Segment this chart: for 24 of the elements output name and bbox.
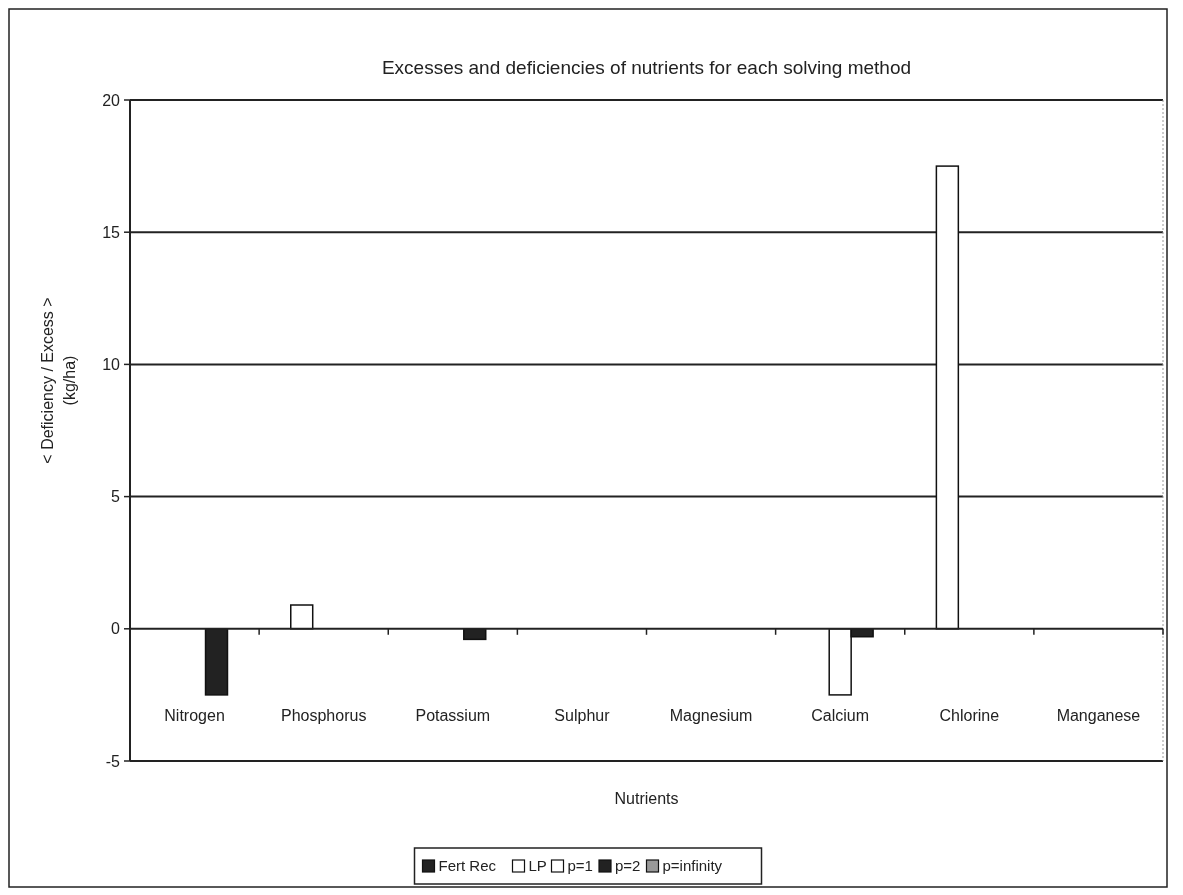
x-tick-label: Magnesium [669,706,753,724]
x-tick-label: Manganese [1056,706,1141,724]
x-tick-label: Chlorine [939,706,1000,724]
x-axis-title: Nutrients [614,790,679,807]
y-tick-label: 0 [111,620,121,638]
x-tick-label: Calcium [811,706,870,724]
legend-label: LP [528,857,547,875]
legend-label: p=2 [615,857,641,875]
x-tick-label: Potassium [415,706,491,724]
chart-title: Excesses and deficiencies of nutrients for each solving method [381,57,912,78]
legend-label: p=1 [567,857,593,875]
legend-label: p=infinity [662,857,723,875]
y-tick-label: -5 [105,752,121,770]
x-tick-label: Phosphorus [280,706,367,724]
legend-label: Fert Rec [438,857,497,875]
y-tick-label: 20 [102,91,121,109]
y-tick-label: 15 [102,223,121,241]
x-tick-label: Sulphur [554,706,611,724]
bar [290,604,314,630]
y-tick-label: 10 [102,356,121,373]
y-tick-label: 5 [111,488,121,506]
bar [935,165,960,630]
x-tick-label: Nitrogen [164,706,225,724]
y-axis-title: < Deficiency / Excess > (kg/ha) [39,297,78,464]
